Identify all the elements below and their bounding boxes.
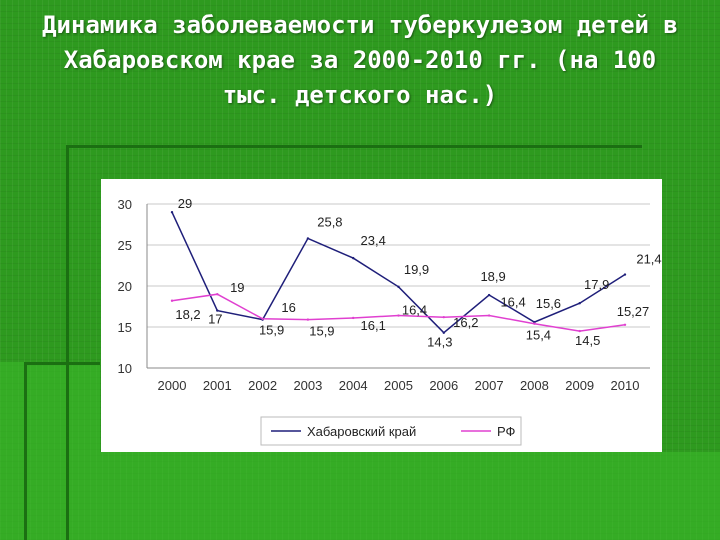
data-point <box>216 293 219 296</box>
x-tick-label: 2001 <box>203 378 232 393</box>
y-tick-label: 30 <box>118 197 132 212</box>
x-tick-label: 2005 <box>384 378 413 393</box>
data-point <box>487 293 491 297</box>
data-point <box>442 331 445 334</box>
x-tick-label: 2009 <box>565 378 594 393</box>
data-label: 15,4 <box>526 328 551 343</box>
data-label: 18,2 <box>175 307 200 322</box>
data-label: 17,9 <box>584 277 609 292</box>
data-point <box>533 322 536 325</box>
chart-panel: 10 15 20 25 30 2000 2001 2002 2003 2004 2005 2006 20… <box>101 179 662 452</box>
data-label: 19 <box>230 280 244 295</box>
data-label: 17 <box>208 312 222 327</box>
decor-line-horizontal-lower <box>24 362 100 365</box>
data-label: 19,9 <box>404 262 429 277</box>
data-point <box>578 329 581 333</box>
data-point <box>216 309 219 312</box>
data-label: 18,9 <box>480 269 505 284</box>
decor-block-bottom <box>100 452 720 540</box>
data-point <box>397 285 400 289</box>
data-label: 25,8 <box>317 214 342 229</box>
data-label: 15,9 <box>309 324 334 339</box>
data-point <box>442 315 445 319</box>
data-label: 21,4 <box>636 252 661 267</box>
x-tick-label: 2008 <box>520 378 549 393</box>
data-point <box>261 317 264 320</box>
data-label: 16,4 <box>500 295 525 310</box>
data-label: 16,1 <box>361 318 386 333</box>
slide-title: Динамика заболеваемости туберкулезом дет… <box>42 11 678 109</box>
data-point <box>170 299 174 302</box>
y-tick-label: 10 <box>118 361 132 376</box>
data-point <box>533 320 536 324</box>
data-label: 14,3 <box>427 335 452 350</box>
decor-line-left-lower <box>24 362 27 540</box>
data-point <box>487 314 491 317</box>
data-label: 15,27 <box>617 304 650 319</box>
y-tick-label: 20 <box>118 279 132 294</box>
data-label: 16,4 <box>402 303 427 318</box>
data-label: 23,4 <box>361 233 386 248</box>
data-point <box>352 256 355 260</box>
x-tick-label: 2006 <box>429 378 458 393</box>
data-point <box>306 318 310 321</box>
x-tick-label: 2002 <box>248 378 277 393</box>
data-point <box>623 323 627 326</box>
line-chart: 10 15 20 25 30 2000 2001 2002 2003 2004 2005 2006 20… <box>118 196 662 446</box>
x-tick-label: 2007 <box>475 378 504 393</box>
y-tick-label: 25 <box>118 238 132 253</box>
decor-line-top <box>66 145 642 148</box>
data-point <box>352 316 355 320</box>
x-tick-label: 2003 <box>293 378 322 393</box>
data-point <box>578 302 581 305</box>
data-point <box>170 211 174 214</box>
x-tick-label: 2000 <box>158 378 187 393</box>
data-label: 29 <box>178 196 192 211</box>
decor-block-left <box>0 362 100 540</box>
y-tick-label: 15 <box>118 320 132 335</box>
data-label: 16,2 <box>453 315 478 330</box>
x-tick-label: 2010 <box>611 378 640 393</box>
data-point <box>306 237 310 240</box>
legend-label: Хабаровский край <box>307 424 416 439</box>
data-point <box>397 314 400 317</box>
data-point <box>623 273 627 276</box>
data-label: 14,5 <box>575 333 600 348</box>
x-tick-label: 2004 <box>339 378 368 393</box>
data-label: 15,6 <box>536 296 561 311</box>
data-label: 15,9 <box>259 323 284 338</box>
legend-label: РФ <box>497 424 516 439</box>
data-label: 16 <box>281 300 295 315</box>
decor-line-left <box>66 145 69 540</box>
